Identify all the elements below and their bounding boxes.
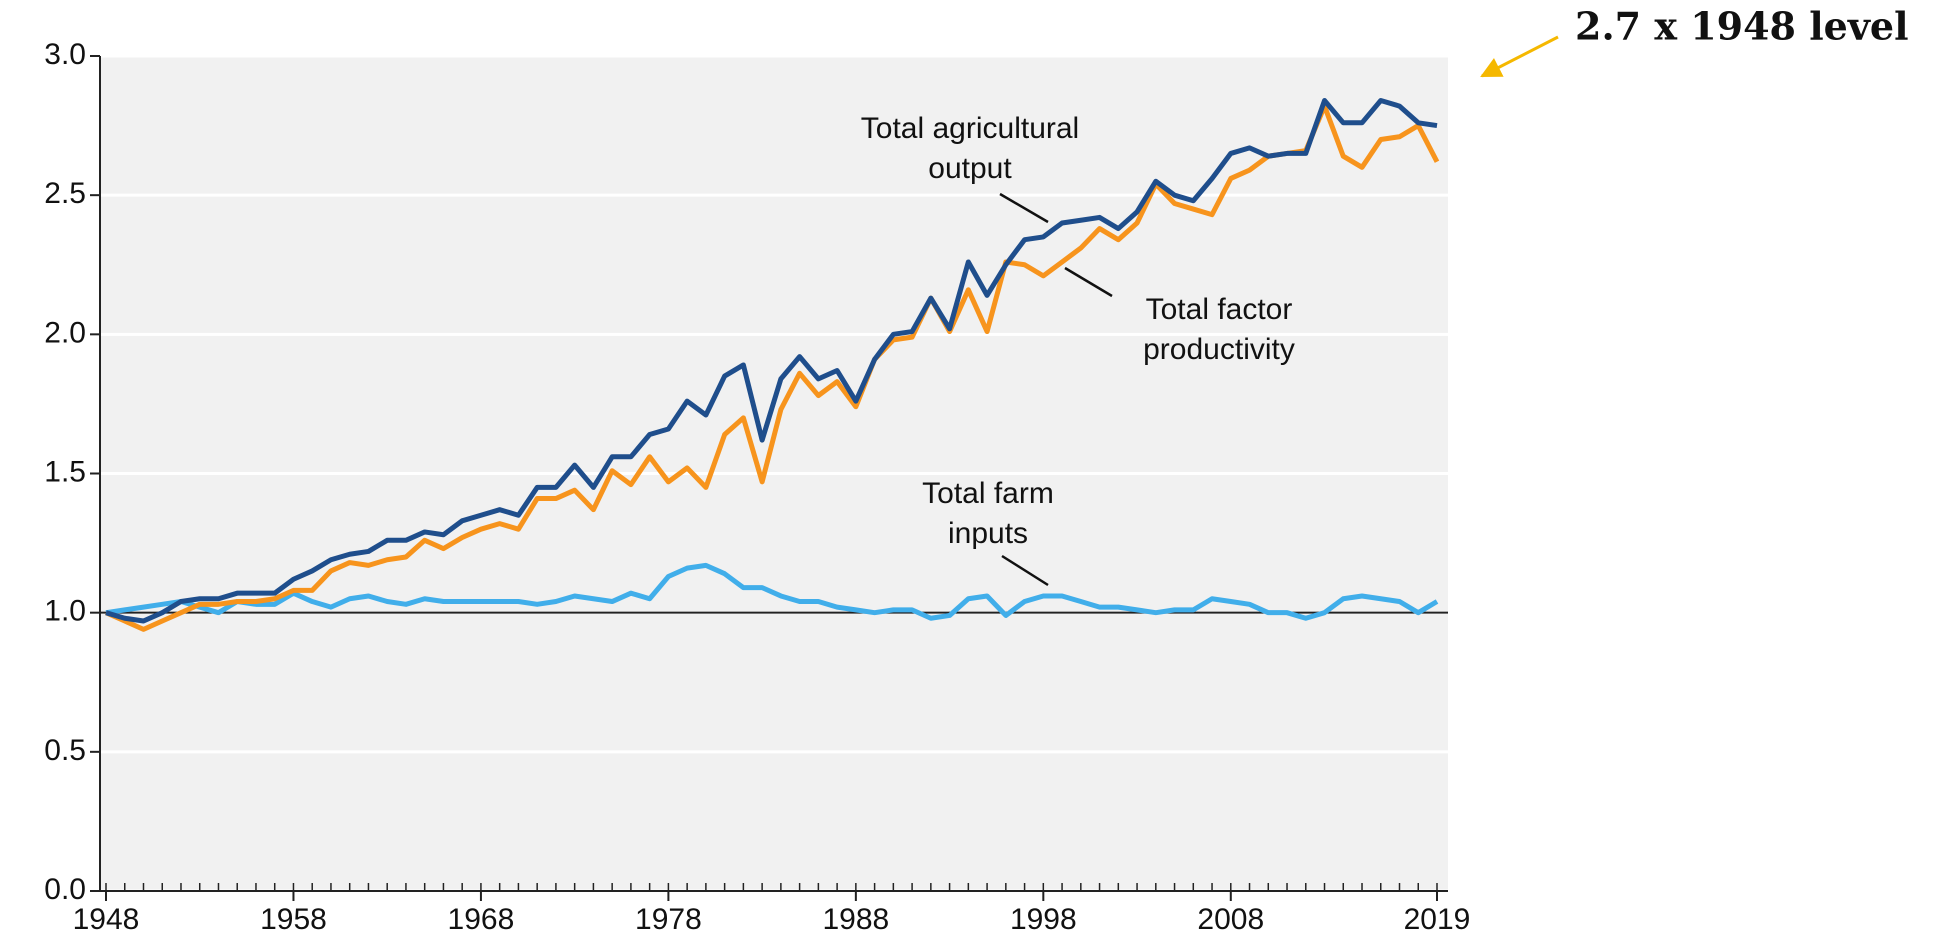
annotation: output [928, 152, 1012, 185]
leader-line [999, 192, 1049, 224]
x-tick-label: 1988 [822, 903, 889, 936]
x-tick-label: 2019 [1404, 903, 1471, 936]
x-tick-label: 1958 [260, 903, 327, 936]
callout: 2.7 x 1948 level [1575, 4, 1909, 49]
x-tick-label: 1968 [448, 903, 515, 936]
y-tick-label: 0.0 [44, 873, 86, 906]
y-tick-label: 1.0 [44, 595, 86, 628]
x-tick-label: 1978 [635, 903, 702, 936]
x-tick-label: 2008 [1197, 903, 1264, 936]
annotation: productivity [1143, 333, 1295, 366]
y-tick-label: 0.5 [44, 734, 86, 767]
leader-line [1001, 554, 1049, 587]
callout-arrow [1480, 35, 1559, 78]
y-tick-label: 1.5 [44, 455, 86, 488]
annotation: inputs [948, 517, 1028, 550]
series-line [105, 98, 1438, 624]
annotation: Total agricultural [861, 112, 1079, 145]
leader-line [1064, 266, 1113, 298]
x-tick-label: 1998 [1010, 903, 1077, 936]
series-line [105, 562, 1439, 621]
x-tick-label: 1948 [73, 903, 140, 936]
y-tick-label: 2.5 [44, 177, 86, 210]
y-tick-label: 2.0 [44, 316, 86, 349]
series-line [104, 103, 1440, 632]
annotation: Total farm [922, 477, 1054, 510]
annotation: Total factor [1146, 293, 1293, 326]
y-tick-label: 3.0 [44, 38, 86, 71]
